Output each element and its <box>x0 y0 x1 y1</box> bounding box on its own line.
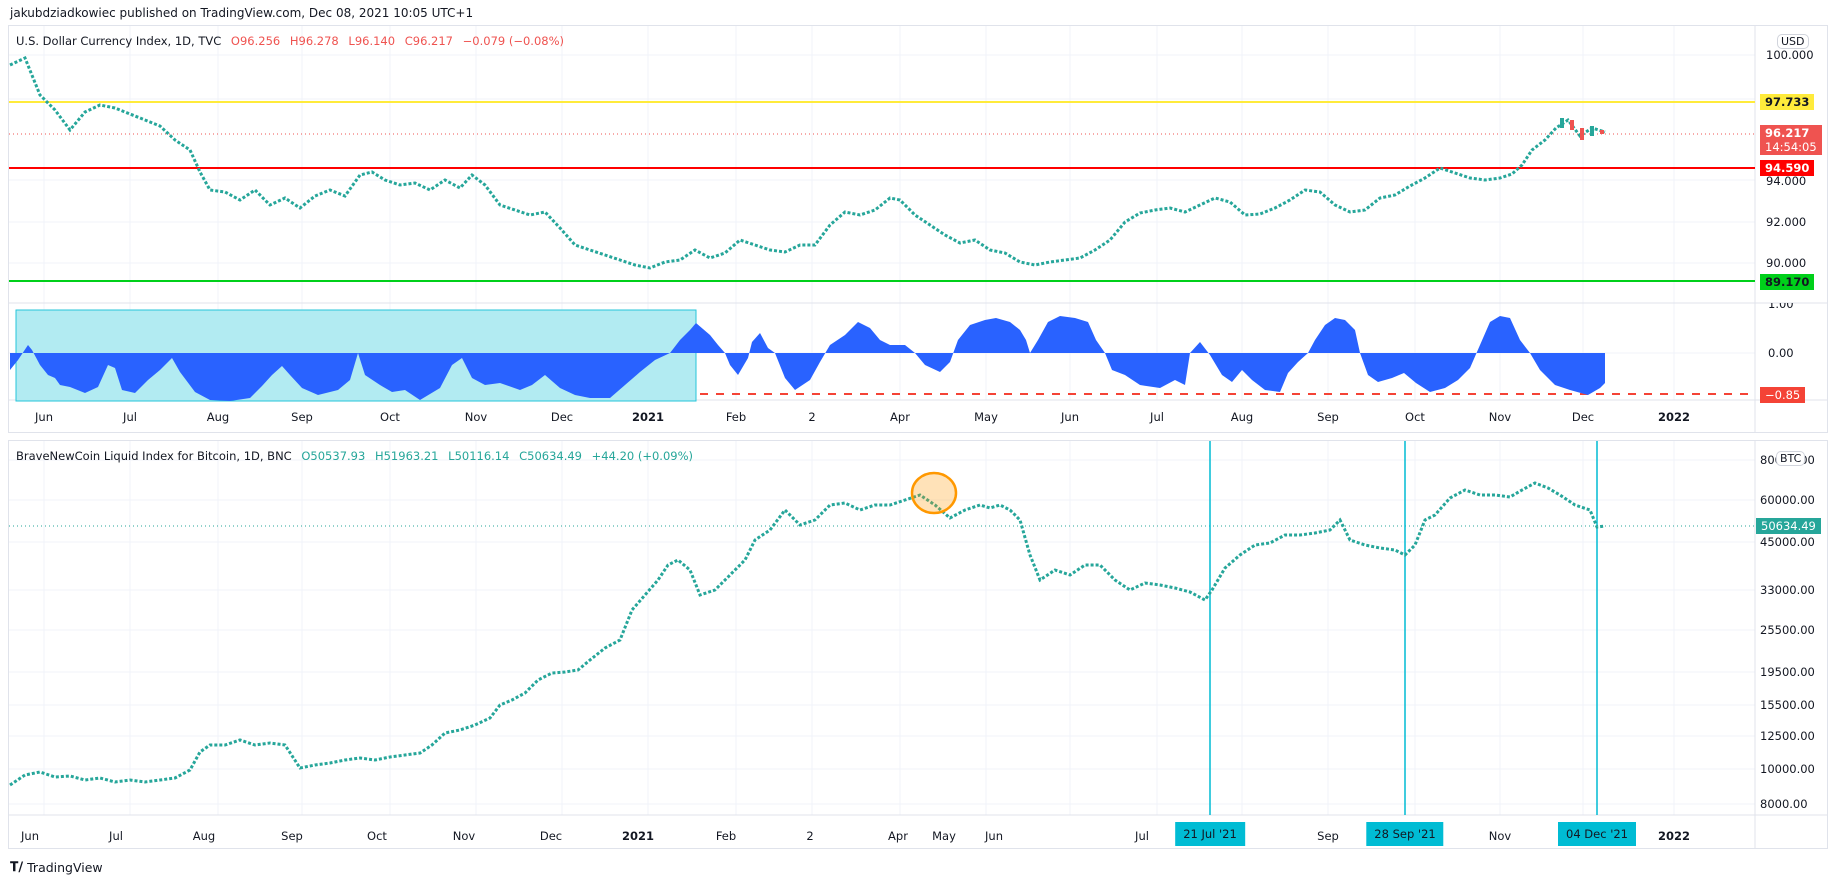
btc-change: +44.20 (+0.09%) <box>591 449 694 463</box>
osc-tick-1: 1.00 <box>1768 297 1794 311</box>
tradingview-logo[interactable]: 𝐓∕ TradingView <box>10 860 103 875</box>
time-label: Feb <box>725 410 747 424</box>
time-label: 2022 <box>1657 410 1691 424</box>
time-label: Dec <box>539 829 563 843</box>
btc-low: L50116.14 <box>448 449 510 463</box>
red-level-tag: 94.590 <box>1760 160 1815 176</box>
time-label: 2 <box>806 829 814 843</box>
btc-open: O50537.93 <box>301 449 366 463</box>
dxy-legend: U.S. Dollar Currency Index, 1D, TVC O96.… <box>16 34 564 48</box>
currency-unit-usd[interactable]: USD <box>1777 34 1809 49</box>
currency-unit-btc[interactable]: BTC <box>1776 451 1806 466</box>
time-label: Aug <box>1230 410 1254 424</box>
last-price-tag: 96.217 14:54:05 <box>1760 125 1822 155</box>
time-label: Jun <box>35 410 53 424</box>
date-marker-21-jul[interactable]: 21 Jul '21 <box>1175 822 1245 846</box>
time-label: Jul <box>1150 410 1164 424</box>
time-label: Jun <box>21 829 39 843</box>
btc-tick-15500: 15500.00 <box>1760 698 1815 712</box>
dxy-close: C96.217 <box>404 34 453 48</box>
time-label: Jul <box>123 410 137 424</box>
time-label: Dec <box>1571 410 1595 424</box>
time-label: Oct <box>380 410 400 424</box>
btc-tick-60000: 60000.00 <box>1760 493 1815 507</box>
btc-legend: BraveNewCoin Liquid Index for Bitcoin, 1… <box>16 449 693 463</box>
tradingview-logo-icon: 𝐓∕ <box>10 860 24 875</box>
time-label: May <box>974 410 998 424</box>
time-label: Nov <box>464 410 488 424</box>
dxy-high: H96.278 <box>289 34 339 48</box>
bottom-chart-frame <box>8 440 1828 849</box>
time-label: Nov <box>452 829 476 843</box>
time-label: Jul <box>1135 829 1149 843</box>
btc-tick-8000: 8000.00 <box>1760 797 1808 811</box>
dxy-low: L96.140 <box>348 34 396 48</box>
time-label: Aug <box>206 410 230 424</box>
time-label: Sep <box>1317 829 1339 843</box>
btc-close: C50634.49 <box>519 449 582 463</box>
time-label: Nov <box>1488 410 1512 424</box>
time-label: Dec <box>550 410 574 424</box>
dxy-tick-94: 94.000 <box>1766 174 1807 188</box>
peak-annotation-circle <box>910 471 958 515</box>
time-label: Apr <box>890 410 910 424</box>
btc-title: BraveNewCoin Liquid Index for Bitcoin, 1… <box>16 449 292 463</box>
time-label: 2 <box>808 410 816 424</box>
dxy-candles <box>1560 118 1604 140</box>
date-marker-28-sep[interactable]: 28 Sep '21 <box>1366 822 1444 846</box>
bar-countdown: 14:54:05 <box>1765 140 1817 154</box>
time-label: Nov <box>1488 829 1512 843</box>
oscillator-area <box>10 316 1605 401</box>
btc-tick-19500: 19500.00 <box>1760 665 1815 679</box>
time-label: Oct <box>1405 410 1425 424</box>
green-level-tag: 89.170 <box>1760 274 1815 290</box>
dxy-open: O96.256 <box>230 34 281 48</box>
time-label: Apr <box>888 829 908 843</box>
top-chart-frame <box>8 25 1828 433</box>
tradingview-brand: TradingView <box>27 860 103 875</box>
time-label: Jun <box>1061 410 1079 424</box>
time-label: Jun <box>985 829 1003 843</box>
time-label: Feb <box>715 829 737 843</box>
time-label: 2021 <box>621 829 655 843</box>
btc-tick-25500: 25500.00 <box>1760 623 1815 637</box>
osc-tick-0: 0.00 <box>1768 346 1794 360</box>
btc-tick-45000: 45000.00 <box>1760 535 1815 549</box>
publisher-header: jakubdziadkowiec published on TradingVie… <box>10 6 474 20</box>
btc-last-price-tag: 50634.49 <box>1756 518 1821 534</box>
date-marker-04-dec[interactable]: 04 Dec '21 <box>1558 822 1636 846</box>
time-label: Sep <box>291 410 313 424</box>
last-price-value: 96.217 <box>1765 126 1810 140</box>
time-label: 2021 <box>631 410 665 424</box>
dxy-change: −0.079 (−0.08%) <box>462 34 565 48</box>
oscillator-level-tag: −0.85 <box>1760 387 1806 403</box>
time-label: May <box>932 829 956 843</box>
btc-tick-33000: 33000.00 <box>1760 583 1815 597</box>
time-label: Oct <box>367 829 387 843</box>
dxy-tick-90: 90.000 <box>1766 256 1807 270</box>
dxy-title: U.S. Dollar Currency Index, 1D, TVC <box>16 34 222 48</box>
time-label: Jul <box>109 829 123 843</box>
time-label: Sep <box>281 829 303 843</box>
time-label: Aug <box>192 829 216 843</box>
btc-tick-10000: 10000.00 <box>1760 762 1815 776</box>
dxy-price-series <box>9 55 1606 270</box>
btc-high: H51963.21 <box>374 449 439 463</box>
time-label: 2022 <box>1657 829 1691 843</box>
btc-price-series <box>9 481 1606 787</box>
yellow-level-tag: 97.733 <box>1760 94 1815 110</box>
btc-tick-12500: 12500.00 <box>1760 729 1815 743</box>
time-label: Sep <box>1317 410 1339 424</box>
dxy-tick-100: 100.000 <box>1766 48 1814 62</box>
dxy-tick-92: 92.000 <box>1766 215 1807 229</box>
